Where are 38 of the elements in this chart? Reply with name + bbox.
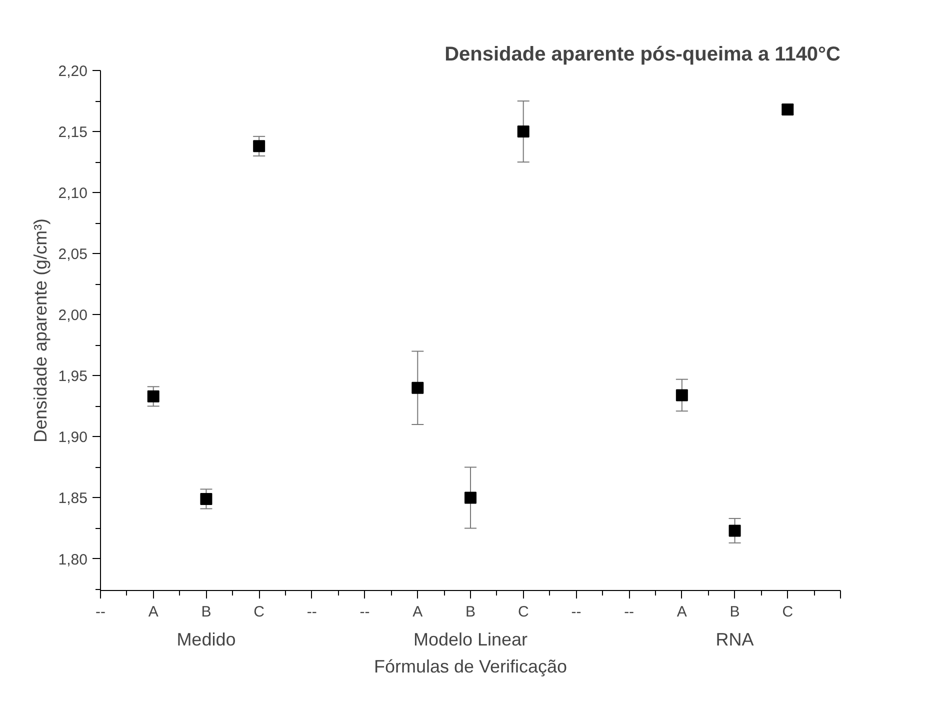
text: Medido (176, 630, 236, 650)
x-tick-label: A (676, 604, 687, 620)
x-tick-label: A (148, 604, 158, 620)
y-tick-label: 1,95 (58, 368, 88, 386)
point (728, 524, 741, 537)
x-tick-label: C (254, 604, 265, 620)
y-tick-label: 2,20 (58, 63, 88, 80)
x-tick-label: B (466, 604, 476, 620)
x-tick-label: B (730, 604, 740, 620)
point (517, 126, 530, 138)
x-tick-label: -- (360, 604, 370, 620)
y-tick-label: 2,10 (58, 185, 88, 202)
point (253, 140, 266, 152)
x-tick-label: -- (306, 604, 317, 620)
x-tick-label: -- (96, 604, 106, 620)
chart-title: Densidade aparente pós-queima a 1140°C (444, 44, 841, 66)
x-axis-title: Fórmulas de Verificação (374, 656, 568, 676)
x-tick-label: -- (571, 604, 582, 620)
point (676, 389, 688, 402)
x-tick-label: A (412, 604, 423, 620)
y-tick-label: 1,80 (58, 551, 88, 568)
y-tick-label: 2,15 (58, 124, 88, 142)
x-tick-label: C (518, 604, 529, 620)
text: RNA (716, 630, 754, 650)
point (147, 390, 160, 402)
y-tick-label: 2,05 (58, 246, 88, 264)
y-tick-label: 1,85 (58, 490, 88, 508)
x-tick-label: -- (624, 604, 634, 620)
y-axis-title: Densidade aparente (g/cm³) (30, 218, 50, 443)
x-tick-label: C (782, 604, 794, 620)
point (464, 492, 476, 504)
point (412, 382, 424, 394)
x-tick-label: B (201, 604, 212, 620)
y-tick-label: 2,00 (58, 307, 88, 324)
y-tick-label: 1,90 (58, 429, 88, 446)
point (200, 492, 212, 505)
point (782, 104, 794, 116)
text: Modelo Linear (413, 630, 528, 650)
